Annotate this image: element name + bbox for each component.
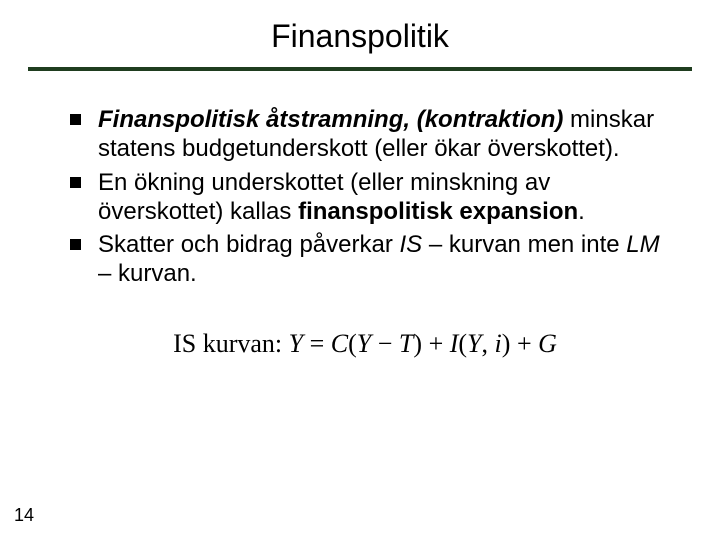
eq-rp: ): [413, 329, 422, 358]
bullet-list: Finanspolitisk åtstramning, (kontraktion…: [70, 105, 660, 289]
bullet-3-mid: – kurvan men inte: [422, 231, 626, 258]
bullet-3-is: IS: [400, 231, 423, 258]
bullet-2-strong: finanspolitisk expansion: [298, 198, 578, 225]
eq-Yin: Y: [357, 329, 371, 358]
eq-Y: Y: [289, 329, 303, 358]
eq-plus2: +: [510, 329, 538, 358]
bullet-3-lm: LM: [626, 231, 659, 258]
slide-title: Finanspolitik: [0, 0, 720, 67]
eq-eq: =: [303, 329, 331, 358]
eq-lp2: (: [458, 329, 467, 358]
content-area: Finanspolitisk åtstramning, (kontraktion…: [0, 71, 720, 359]
eq-C: C: [331, 329, 348, 358]
page-number: 14: [14, 505, 34, 526]
eq-Yin2: Y: [467, 329, 481, 358]
bullet-1-lead: Finanspolitisk åtstramning, (kontraktion…: [98, 106, 563, 133]
eq-comma: ,: [482, 329, 495, 358]
bullet-2: En ökning underskottet (eller minskning …: [70, 168, 660, 227]
eq-i: i: [495, 329, 502, 358]
eq-plus1: +: [422, 329, 450, 358]
bullet-3-post: – kurvan.: [98, 260, 197, 287]
equation: IS kurvan: Y = C(Y − T) + I(Y, i) + G: [173, 329, 557, 358]
bullet-3-pre: Skatter och bidrag påverkar: [98, 231, 400, 258]
eq-lp: (: [348, 329, 357, 358]
eq-minus: −: [371, 329, 399, 358]
eq-G: G: [538, 329, 557, 358]
bullet-1: Finanspolitisk åtstramning, (kontraktion…: [70, 105, 660, 164]
bullet-3: Skatter och bidrag påverkar IS – kurvan …: [70, 230, 660, 289]
equation-row: IS kurvan: Y = C(Y − T) + I(Y, i) + G: [70, 329, 660, 359]
eq-T: T: [399, 329, 413, 358]
slide: Finanspolitik Finanspolitisk åtstramning…: [0, 0, 720, 540]
eq-label: IS kurvan:: [173, 329, 289, 358]
bullet-2-post: .: [578, 198, 585, 225]
